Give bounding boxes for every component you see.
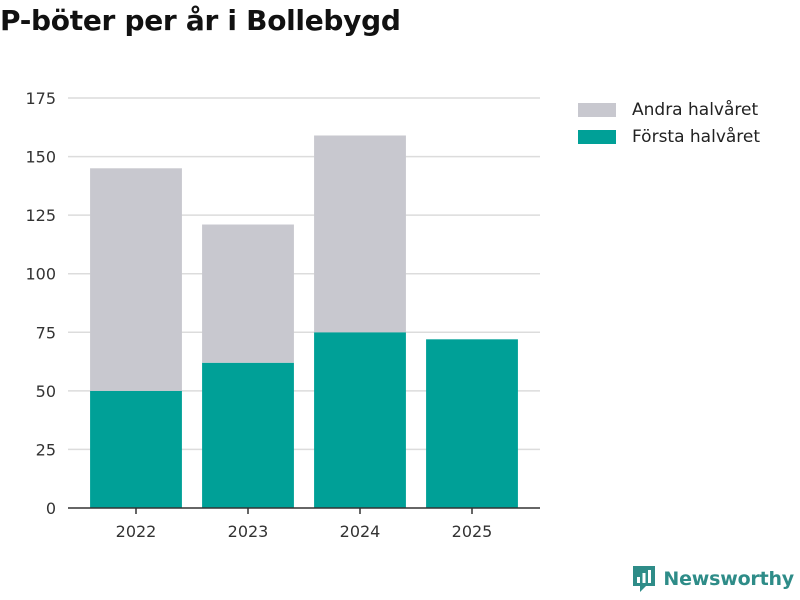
bar-andra-2024 xyxy=(314,135,406,333)
y-tick-label-125: 125 xyxy=(25,206,56,225)
bar-andra-2022 xyxy=(90,168,182,391)
y-tick-label-0: 0 xyxy=(46,499,56,518)
y-tick-label-25: 25 xyxy=(36,440,56,459)
x-tick-label-2024: 2024 xyxy=(340,522,381,541)
legend-swatch-andra xyxy=(578,102,616,117)
bar-andra-2023 xyxy=(202,224,294,363)
legend-swatch-forsta xyxy=(578,129,616,144)
bar-forsta-2022 xyxy=(90,390,182,508)
bar-series xyxy=(90,135,518,508)
x-tick-label-2023: 2023 xyxy=(228,522,269,541)
legend-item-andra[interactable]: Andra halvåret xyxy=(578,96,760,123)
legend-item-forsta[interactable]: Första halvåret xyxy=(578,123,760,150)
brand-name: Newsworthy xyxy=(663,568,794,590)
y-tick-label-75: 75 xyxy=(36,323,56,342)
newsworthy-logo-icon xyxy=(633,566,656,592)
y-tick-label-50: 50 xyxy=(36,382,56,401)
x-tick-label-2025: 2025 xyxy=(452,522,493,541)
bar-forsta-2024 xyxy=(314,332,406,508)
axes: 0 25 50 75 100 125 150 175 2022 2023 2024 2025 xyxy=(25,89,540,541)
brand-logo: Newsworthy xyxy=(631,564,794,594)
bar-forsta-2025 xyxy=(426,339,518,508)
chart-title: P-böter per år i Bollebygd xyxy=(0,4,401,37)
x-tick-label-2022: 2022 xyxy=(116,522,157,541)
y-tick-label-175: 175 xyxy=(25,89,56,108)
bar-forsta-2023 xyxy=(202,362,294,508)
legend-label-forsta: Första halvåret xyxy=(632,126,761,147)
legend-label-andra: Andra halvåret xyxy=(632,99,759,120)
y-tick-label-150: 150 xyxy=(25,148,56,167)
y-tick-label-100: 100 xyxy=(25,265,56,284)
legend: Andra halvåret Första halvåret xyxy=(578,96,760,150)
